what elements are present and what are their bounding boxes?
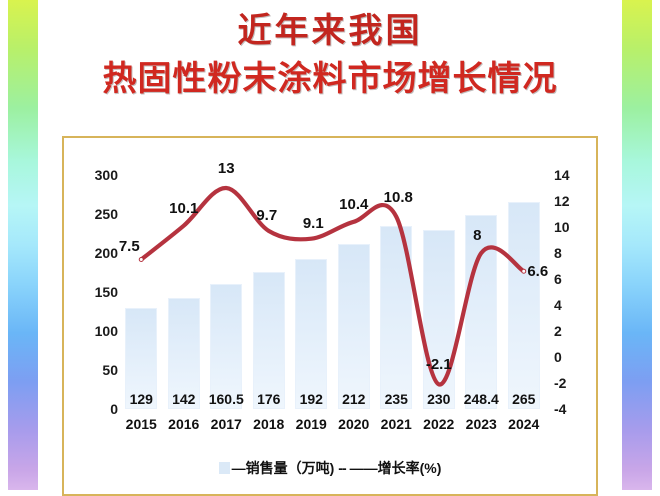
- right-axis-tick: -2: [554, 375, 567, 391]
- right-axis-tick: -4: [554, 401, 567, 417]
- bar-item: 142: [167, 175, 200, 409]
- x-axis-tick-label: 2021: [380, 416, 412, 432]
- bar-item: 212: [337, 175, 370, 409]
- bar-item: 129: [125, 175, 158, 409]
- left-axis-tick: 200: [94, 245, 118, 261]
- right-axis-tick: 14: [554, 167, 570, 183]
- bar-item: 160.5: [208, 175, 244, 409]
- bar-value-label: 248.4: [463, 391, 499, 407]
- left-axis-tick: 150: [94, 284, 118, 300]
- left-axis-tick: 0: [110, 401, 118, 417]
- right-axis-tick: 0: [554, 349, 562, 365]
- bar-value-label: 192: [299, 391, 323, 407]
- right-axis-tick: 2: [554, 323, 562, 339]
- chart-legend: —销售量（万吨) -- ——增长率(%): [62, 458, 598, 478]
- bar-item: 230: [422, 175, 455, 409]
- left-axis-tick: 100: [94, 323, 118, 339]
- bar-rect: [380, 225, 413, 409]
- page-title: 近年来我国 热固性粉末涂料市场增长情况: [60, 8, 600, 104]
- x-axis-tick-label: 2016: [168, 416, 200, 432]
- x-axis-tick-label: 2018: [253, 416, 285, 432]
- bar-item: 248.4: [463, 175, 499, 409]
- legend-bar-swatch-icon: [218, 462, 230, 474]
- left-axis-tick: 250: [94, 206, 118, 222]
- bar-rect: [295, 259, 328, 409]
- bar-rect: [507, 202, 540, 409]
- x-axis-tick-label: 2020: [338, 416, 370, 432]
- bar-rect: [465, 215, 498, 409]
- bar-value-label: 235: [384, 391, 408, 407]
- legend-item-line: ——增长率(%): [350, 458, 442, 478]
- right-axis-tick: 8: [554, 245, 562, 261]
- left-axis-tick: 50: [102, 362, 118, 378]
- right-axis-tick: 10: [554, 219, 570, 235]
- bar-item: 265: [507, 175, 540, 409]
- right-gradient-stripe: [622, 0, 652, 490]
- x-axis-tick-label: 2019: [295, 416, 327, 432]
- bar-rect: [252, 271, 285, 409]
- legend-bar-label: —销售量（万吨): [231, 460, 335, 476]
- legend-item-bar: —销售量（万吨): [218, 458, 335, 478]
- bar-value-label: 129: [129, 391, 153, 407]
- bar-item: 176: [252, 175, 285, 409]
- x-axis-tick-label: 2022: [423, 416, 455, 432]
- right-axis-tick: 12: [554, 193, 570, 209]
- x-axis-tick-label: 2017: [210, 416, 242, 432]
- title-line-1: 近年来我国: [237, 11, 423, 51]
- right-axis: 14 12 10 8 6 4 2 0 -2 -4: [548, 165, 588, 419]
- left-axis-tick: 300: [94, 167, 118, 183]
- right-axis-tick: 4: [554, 297, 562, 313]
- bar-series: 129 142 160.5 176 192 212 235 230 248.4 265: [120, 175, 545, 409]
- left-axis: 300 250 200 150 100 50 0: [78, 165, 118, 419]
- bar-item: 235: [380, 175, 413, 409]
- left-gradient-stripe: [8, 0, 38, 490]
- title-line-2: 热固性粉末涂料市场增长情况: [102, 59, 558, 99]
- x-axis-labels: 2015 2016 2017 2018 2019 2020 2021 2022 2023 2024: [120, 416, 545, 436]
- bar-value-label: 142: [172, 391, 196, 407]
- legend-separator: --: [338, 460, 346, 476]
- x-axis-tick-label: 2023: [465, 416, 497, 432]
- x-axis-tick-label: 2015: [125, 416, 157, 432]
- right-axis-tick: 6: [554, 271, 562, 287]
- bar-rect: [337, 243, 370, 409]
- bar-value-label: 230: [427, 391, 451, 407]
- bar-rect: [422, 229, 455, 409]
- x-axis-tick-label: 2024: [508, 416, 540, 432]
- bar-value-label: 176: [257, 391, 281, 407]
- bar-value-label: 212: [342, 391, 366, 407]
- bar-item: 192: [295, 175, 328, 409]
- legend-line-label: ——增长率(%): [349, 460, 442, 476]
- bar-value-label: 265: [512, 391, 536, 407]
- bar-value-label: 160.5: [208, 391, 244, 407]
